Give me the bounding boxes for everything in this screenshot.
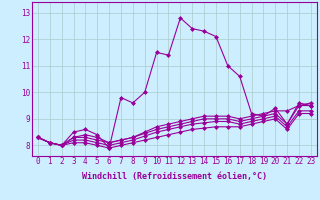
X-axis label: Windchill (Refroidissement éolien,°C): Windchill (Refroidissement éolien,°C) [82,172,267,181]
